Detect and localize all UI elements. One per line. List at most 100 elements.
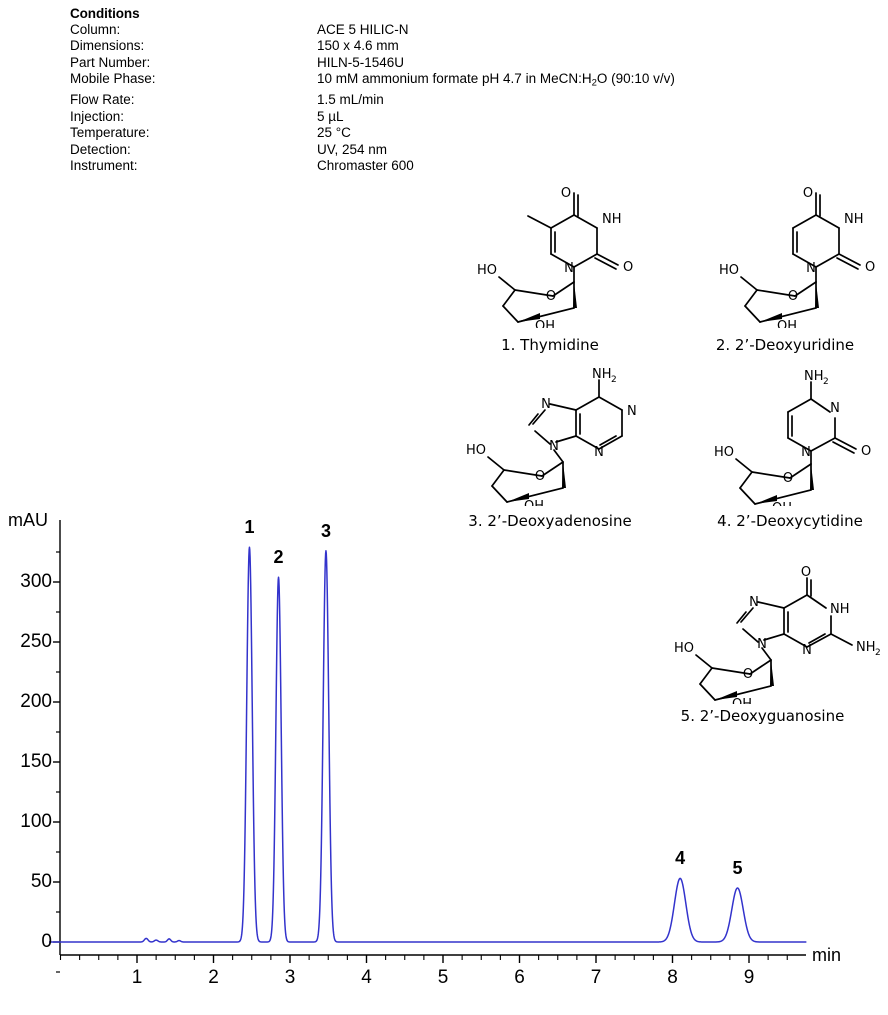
condition-value: Chromaster 600 xyxy=(317,157,414,173)
condition-value: UV, 254 nm xyxy=(317,141,388,157)
svg-text:2: 2 xyxy=(611,375,617,385)
structure-deoxyadenosine: N N N N NH 2 O HO OH xyxy=(450,358,650,514)
svg-text:O: O xyxy=(801,565,811,580)
svg-text:HO: HO xyxy=(466,443,486,458)
structure-caption-3: 3. 2’-Deoxyadenosine xyxy=(468,512,632,530)
condition-value: 25 °C xyxy=(317,125,351,141)
chromatogram-trace xyxy=(48,546,807,943)
condition-row: Column: ACE 5 HILIC-N xyxy=(70,22,690,38)
svg-text:N: N xyxy=(594,445,604,460)
svg-text:OH: OH xyxy=(777,319,797,328)
y-axis-tick-label: 200 xyxy=(20,691,52,712)
structure-caption-1: 1. Thymidine xyxy=(501,336,599,354)
svg-text:O: O xyxy=(788,289,798,304)
svg-text:NH: NH xyxy=(602,212,622,227)
y-axis-tick-label: 150 xyxy=(20,751,52,772)
x-axis-tick-label: 9 xyxy=(743,967,755,988)
chromatogram-plot xyxy=(48,520,807,973)
condition-row: Part Number: HILN-5-1546U xyxy=(70,55,690,71)
svg-text:O: O xyxy=(535,469,545,484)
svg-text:N: N xyxy=(801,445,811,460)
svg-text:O: O xyxy=(623,260,633,275)
svg-text:N: N xyxy=(830,401,840,416)
svg-text:N: N xyxy=(549,439,559,454)
condition-value: 5 µL xyxy=(317,108,344,124)
svg-text:N: N xyxy=(541,397,551,412)
svg-text:N: N xyxy=(564,261,574,276)
peak-label: 5 xyxy=(732,858,743,878)
condition-row: Temperature: 25 °C xyxy=(70,125,690,141)
x-axis-tick-label: 2 xyxy=(208,967,219,988)
conditions-rows: Column: ACE 5 HILIC-N Dimensions: 150 x 4.6… xyxy=(70,22,690,174)
x-axis-tick-label: 5 xyxy=(437,967,449,988)
condition-value: HILN-5-1546U xyxy=(317,54,405,70)
condition-row: Mobile Phase: 10 mM ammonium formate pH 4… xyxy=(70,71,690,92)
condition-label: Instrument: xyxy=(70,157,138,173)
peak-label: 1 xyxy=(244,517,255,538)
y-axis-tick-label: 0 xyxy=(41,931,52,952)
condition-label: Injection: xyxy=(70,108,125,124)
condition-label: Part Number: xyxy=(70,54,151,70)
svg-text:HO: HO xyxy=(714,445,734,460)
y-axis-tick-label: 50 xyxy=(30,871,52,892)
condition-row: Flow Rate: 1.5 mL/min xyxy=(70,92,690,108)
svg-text:HO: HO xyxy=(719,263,739,278)
peak-label: 2 xyxy=(273,547,284,568)
condition-label: Temperature: xyxy=(70,125,150,141)
y-axis-tick-label: 100 xyxy=(20,811,52,832)
y-axis-tick-label: 300 xyxy=(20,571,52,592)
x-axis-tick-label: 1 xyxy=(131,967,143,988)
x-axis-tick-label: 3 xyxy=(284,967,296,988)
x-axis-tick-label: 6 xyxy=(514,967,525,988)
svg-text:N: N xyxy=(802,643,812,658)
svg-text:2: 2 xyxy=(875,648,881,658)
condition-row: Detection: UV, 254 nm xyxy=(70,142,690,158)
svg-text:O: O xyxy=(561,186,571,201)
svg-text:HO: HO xyxy=(674,641,694,656)
svg-text:NH: NH xyxy=(844,212,864,227)
x-axis-tick-label: 7 xyxy=(590,967,602,988)
structure-thymidine: O O NH N O HO OH xyxy=(455,178,645,334)
svg-text:N: N xyxy=(749,595,759,610)
svg-text:NH: NH xyxy=(592,367,612,382)
condition-label: Detection: xyxy=(70,141,131,157)
condition-row: Dimensions: 150 x 4.6 mm xyxy=(70,38,690,54)
svg-text:HO: HO xyxy=(477,263,497,278)
svg-text:NH: NH xyxy=(804,369,824,384)
svg-text:N: N xyxy=(806,261,816,276)
condition-value: ACE 5 HILIC-N xyxy=(317,22,409,37)
structure-deoxyguanosine: N N O NH N NH 2 O HO OH xyxy=(658,556,883,712)
svg-text:O: O xyxy=(783,471,793,486)
svg-text:O: O xyxy=(546,289,556,304)
svg-text:O: O xyxy=(865,260,875,275)
y-axis-tick-label: 250 xyxy=(20,631,52,652)
x-axis-title: min xyxy=(812,945,842,965)
peak-label: 3 xyxy=(320,520,331,541)
svg-text:NH: NH xyxy=(830,602,850,617)
structure-deoxycytidine: NH 2 N N O O HO OH xyxy=(692,358,887,516)
condition-row: Injection: 5 µL xyxy=(70,109,690,125)
condition-value: 1.5 mL/min xyxy=(317,92,384,108)
svg-text:O: O xyxy=(861,444,871,459)
svg-text:N: N xyxy=(627,404,637,419)
svg-text:N: N xyxy=(757,637,767,652)
structure-caption-2: 2. 2’-Deoxyuridine xyxy=(715,336,855,354)
condition-row: Instrument: Chromaster 600 xyxy=(70,158,690,174)
condition-label: Flow Rate: xyxy=(70,92,135,108)
condition-label: Mobile Phase: xyxy=(70,71,156,87)
conditions-block: Conditions Column: ACE 5 HILIC-N Dimension… xyxy=(70,6,690,174)
svg-text:NH: NH xyxy=(856,640,876,655)
svg-text:2: 2 xyxy=(823,377,829,387)
condition-label: Dimensions: xyxy=(70,38,145,54)
x-axis-tick-label: 8 xyxy=(667,967,678,988)
structure-deoxyuridine: O O NH N O HO OH xyxy=(697,178,887,334)
condition-value: 10 mM ammonium formate pH 4.7 in MeCN:H2… xyxy=(317,71,675,89)
peak-label: 4 xyxy=(675,848,686,869)
conditions-heading: Conditions xyxy=(70,6,140,21)
x-axis-tick-label: 4 xyxy=(361,967,372,988)
structure-caption-5: 5. 2’-Deoxyguanosine xyxy=(680,707,845,725)
y-axis-title: mAU xyxy=(8,510,48,530)
svg-text:OH: OH xyxy=(535,319,555,328)
condition-label: Column: xyxy=(70,22,121,37)
